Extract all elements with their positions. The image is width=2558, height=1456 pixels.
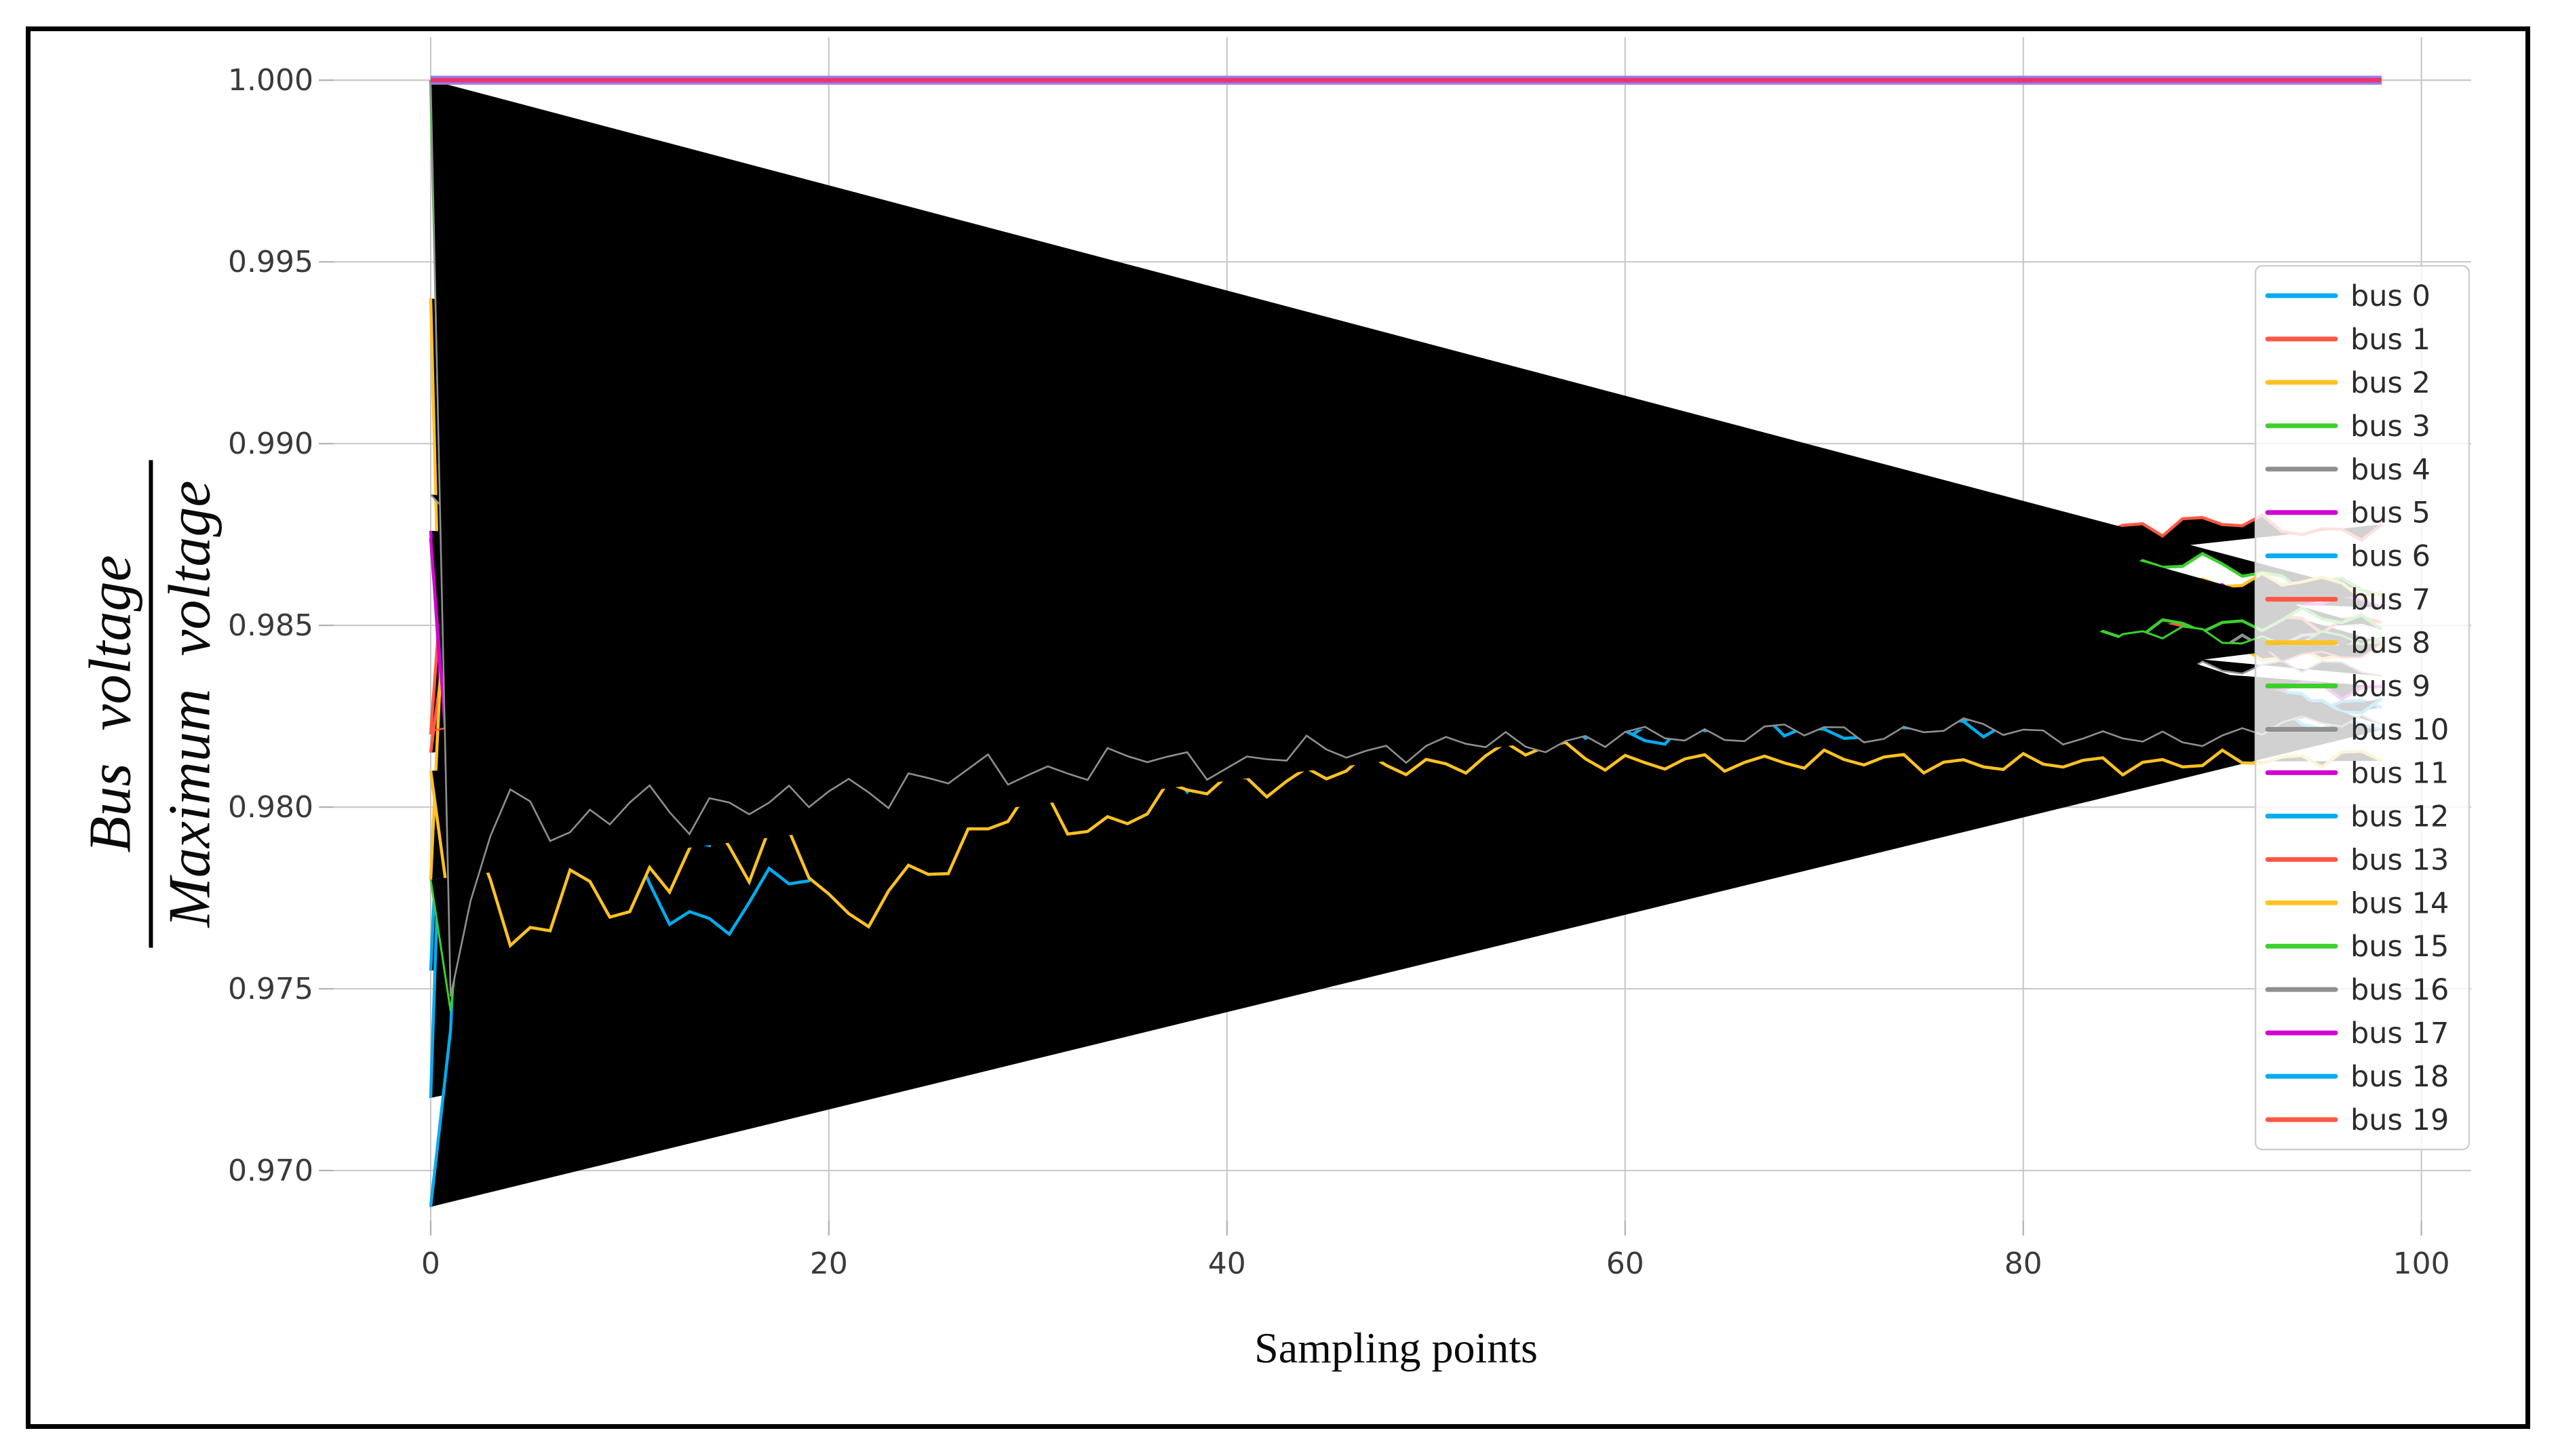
legend-item: bus 6 [2265, 540, 2430, 574]
y-axis-title-denominator: Maximum voltage [157, 480, 222, 928]
legend-item: bus 15 [2265, 930, 2449, 964]
x-axis-title: Sampling points [1254, 1324, 1538, 1372]
legend-item-label: bus 5 [2350, 496, 2430, 530]
legend-item-label: bus 7 [2350, 583, 2430, 617]
legend-item: bus 3 [2265, 410, 2430, 444]
legend-box [2254, 264, 2470, 1151]
x-tick-label: 60 [1606, 1246, 1644, 1281]
y-tick-label: 0.985 [228, 608, 313, 643]
legend-item: bus 19 [2265, 1103, 2449, 1137]
legend-item-label: bus 6 [2350, 540, 2430, 574]
legend-item: bus 8 [2265, 627, 2430, 661]
legend-item: bus 17 [2265, 1017, 2449, 1050]
legend-item-label: bus 13 [2350, 843, 2449, 877]
x-tick-label: 100 [2393, 1246, 2450, 1281]
legend-item-label: bus 15 [2350, 930, 2449, 964]
legend-item: bus 14 [2265, 886, 2449, 920]
y-tick-label: 1.000 [228, 63, 313, 98]
y-axis-title: Bus voltage Maximum voltage [77, 460, 223, 948]
legend-item: bus 11 [2265, 756, 2449, 790]
x-tick-label: 40 [1208, 1246, 1246, 1281]
legend-item-label: bus 2 [2350, 366, 2430, 400]
legend-item-label: bus 11 [2350, 756, 2449, 790]
legend-item-label: bus 14 [2350, 886, 2449, 920]
legend-item-label: bus 8 [2350, 627, 2430, 661]
y-axis-title-numerator: Bus voltage [77, 555, 144, 853]
legend-item-label: bus 9 [2350, 670, 2430, 704]
legend-item: bus 13 [2265, 843, 2449, 877]
series-line [429, 80, 2382, 997]
legend-item: bus 1 [2265, 323, 2430, 357]
y-tick-label: 0.980 [228, 790, 313, 825]
legend-item: bus 9 [2265, 670, 2430, 704]
x-tick-label: 80 [2004, 1246, 2042, 1281]
legend-item: bus 4 [2265, 453, 2430, 487]
legend-item: bus 2 [2265, 366, 2430, 400]
x-tick-label: 20 [810, 1246, 848, 1281]
legend-item-label: bus 12 [2350, 800, 2449, 833]
y-tick-label: 0.975 [228, 972, 313, 1006]
legend-item-label: bus 18 [2350, 1060, 2449, 1094]
x-tick-label: 0 [421, 1246, 440, 1281]
legend-item-label: bus 17 [2350, 1017, 2449, 1050]
legend-item-label: bus 1 [2350, 323, 2430, 357]
legend-item-label: bus 19 [2350, 1103, 2449, 1137]
legend-item: bus 5 [2265, 496, 2430, 530]
legend-item: bus 0 [2265, 279, 2430, 313]
legend-item: bus 18 [2265, 1060, 2449, 1094]
legend-item: bus 7 [2265, 583, 2430, 617]
legend-item-label: bus 0 [2350, 279, 2430, 313]
y-tick-label: 0.990 [228, 427, 313, 461]
legend-item: bus 12 [2265, 800, 2449, 833]
fraction-bar [149, 460, 153, 948]
legend-item-label: bus 3 [2350, 410, 2430, 444]
legend-item: bus 16 [2265, 973, 2449, 1007]
legend-item-label: bus 16 [2350, 973, 2449, 1007]
y-tick-label: 0.995 [228, 245, 313, 279]
legend-item-label: bus 4 [2350, 453, 2430, 487]
legend-item: bus 10 [2265, 713, 2449, 747]
y-tick-label: 0.970 [228, 1154, 313, 1188]
legend-item-label: bus 10 [2350, 713, 2449, 747]
